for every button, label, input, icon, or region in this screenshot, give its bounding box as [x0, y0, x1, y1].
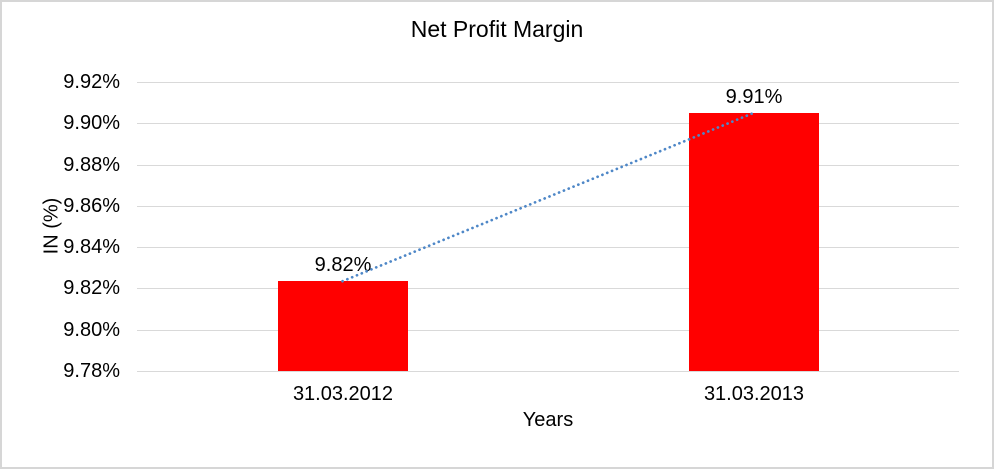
- bar-data-label: 9.82%: [314, 254, 372, 276]
- gridline: [137, 330, 959, 331]
- bar-data-label: 9.91%: [725, 86, 783, 108]
- y-axis-tick-label: 9.82%: [63, 277, 120, 299]
- y-axis-tick-label: 9.80%: [63, 319, 120, 341]
- y-axis-tick-label: 9.92%: [63, 71, 120, 93]
- gridline: [137, 206, 959, 207]
- bar: [278, 281, 408, 371]
- gridline: [137, 371, 959, 372]
- bar: [689, 113, 819, 371]
- gridline: [137, 247, 959, 248]
- gridline: [137, 165, 959, 166]
- y-axis-tick-label: 9.84%: [63, 236, 120, 258]
- y-axis-tick-label: 9.86%: [63, 195, 120, 217]
- y-axis-tick-label: 9.88%: [63, 154, 120, 176]
- chart-title: Net Profit Margin: [410, 16, 584, 42]
- x-axis-title: Years: [522, 409, 574, 431]
- y-axis-tick-label: 9.90%: [63, 112, 120, 134]
- y-axis-tick-label: 9.78%: [63, 360, 120, 382]
- gridline: [137, 123, 959, 124]
- gridline: [137, 288, 959, 289]
- x-axis-tick-label: 31.03.2012: [292, 383, 394, 405]
- gridline: [137, 82, 959, 83]
- x-axis-tick-label: 31.03.2013: [703, 383, 805, 405]
